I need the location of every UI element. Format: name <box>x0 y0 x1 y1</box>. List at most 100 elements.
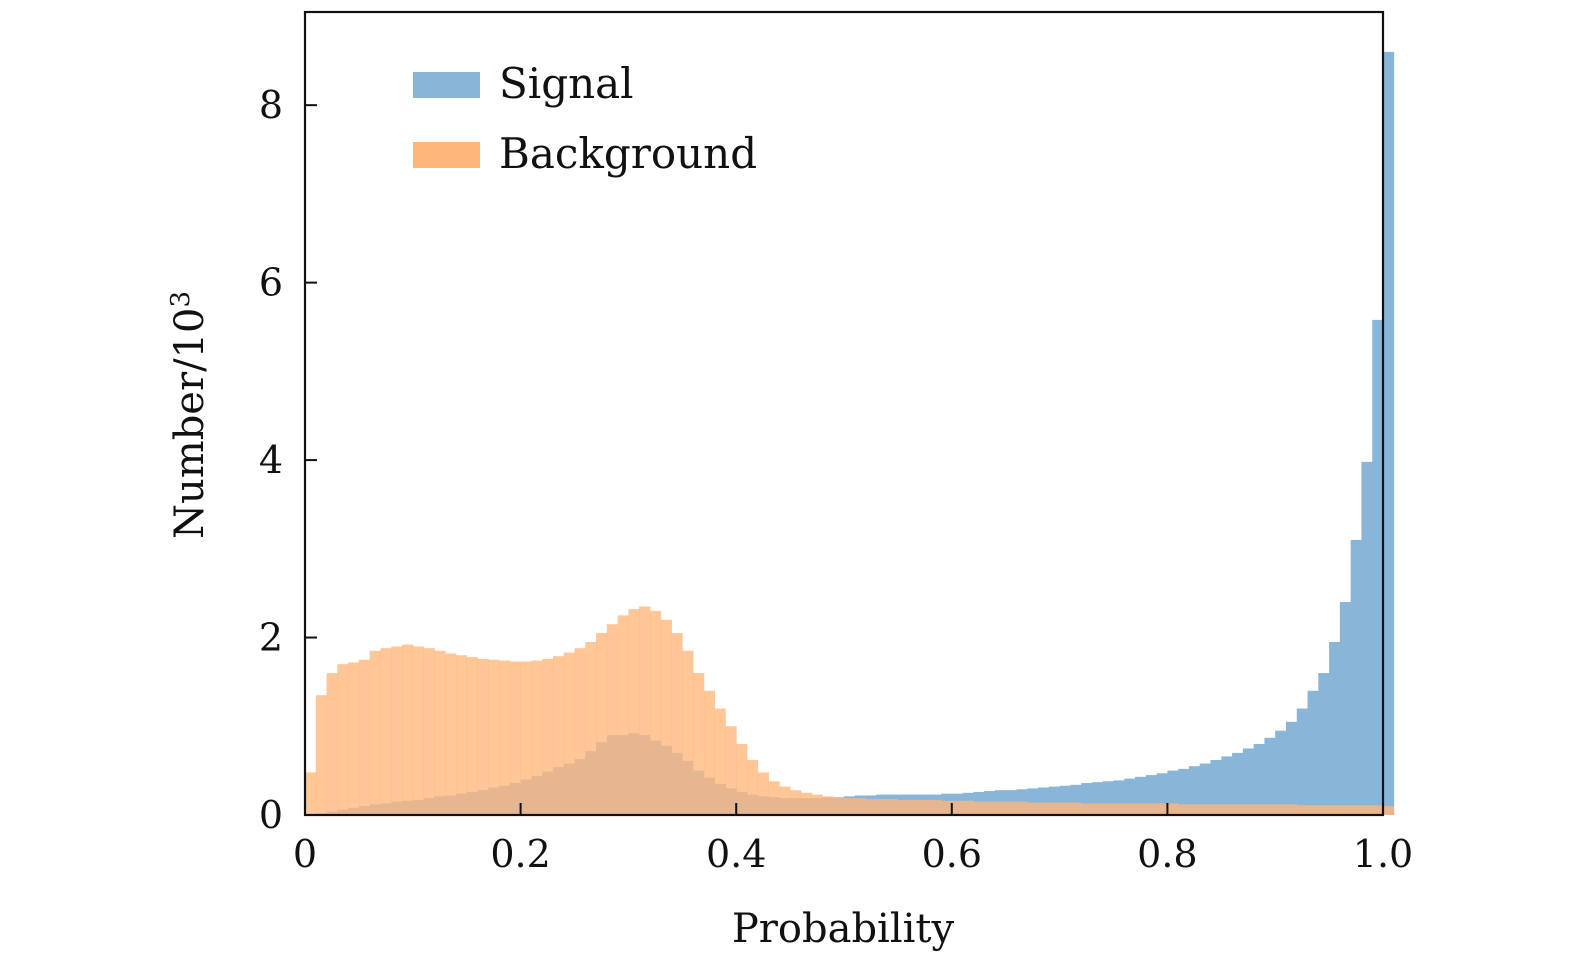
bar-signal-92 <box>1296 708 1308 815</box>
bar-background-91 <box>1285 804 1298 815</box>
bar-background-46 <box>800 792 813 815</box>
bar-background-30 <box>628 609 640 815</box>
x-axis-label: Probability <box>732 906 955 952</box>
x-tick-label-0: 0 <box>293 832 317 876</box>
bar-background-1 <box>315 695 327 815</box>
bar-background-78 <box>1145 803 1158 815</box>
bar-background-90 <box>1275 804 1287 815</box>
plot-frame <box>303 10 1385 817</box>
legend-label-signal: Signal <box>499 59 634 108</box>
bar-background-19 <box>509 661 521 815</box>
bar-signal-94 <box>1318 673 1330 815</box>
bar-signal-85 <box>1221 756 1233 815</box>
bar-background-24 <box>563 652 575 815</box>
bar-signal-74 <box>1102 781 1114 815</box>
bar-background-98 <box>1361 805 1373 815</box>
bar-background-42 <box>757 772 769 815</box>
bar-background-9 <box>402 644 414 815</box>
bar-background-76 <box>1124 803 1136 815</box>
bar-signal-71 <box>1070 784 1082 815</box>
legend-swatch-background <box>413 142 480 168</box>
bar-background-38 <box>714 708 726 815</box>
bar-background-55 <box>897 799 910 815</box>
bar-background-53 <box>876 799 888 815</box>
y-tick-label-2: 4 <box>259 438 283 482</box>
y-axis-label-base: Number/10 <box>167 308 213 539</box>
bar-background-31 <box>639 606 651 815</box>
bar-background-88 <box>1253 804 1265 815</box>
bar-background-17 <box>488 659 500 815</box>
bar-background-82 <box>1188 804 1201 815</box>
bar-background-50 <box>844 798 856 815</box>
bar-signal-100 <box>1383 51 1395 816</box>
bar-signal-89 <box>1264 737 1276 815</box>
bar-background-69 <box>1048 802 1060 815</box>
y-tick-label-0: 0 <box>259 793 283 837</box>
bar-background-26 <box>585 641 597 815</box>
bar-signal-73 <box>1091 782 1104 815</box>
bar-background-27 <box>596 633 608 815</box>
bar-background-25 <box>574 648 586 815</box>
bar-background-49 <box>833 797 845 815</box>
bar-background-36 <box>693 673 705 815</box>
bar-background-0 <box>305 772 317 815</box>
bar-background-29 <box>617 615 629 815</box>
bar-background-59 <box>941 800 953 815</box>
bar-signal-97 <box>1350 539 1362 815</box>
bar-background-58 <box>930 799 942 815</box>
bar-background-64 <box>994 801 1007 815</box>
x-tick-label-1: 0.2 <box>490 832 550 876</box>
bar-background-93 <box>1307 805 1319 815</box>
y-tick-label-1: 2 <box>259 616 283 660</box>
legend-label-background: Background <box>499 129 757 178</box>
bar-signal-68 <box>1038 787 1050 815</box>
bar-signal-81 <box>1178 768 1190 815</box>
bar-background-48 <box>822 796 834 815</box>
bar-background-97 <box>1350 805 1362 815</box>
legend-swatch-signal <box>413 72 480 98</box>
bar-background-87 <box>1242 804 1255 815</box>
bar-background-13 <box>445 653 457 815</box>
bar-signal-90 <box>1275 730 1287 815</box>
bar-background-45 <box>790 790 802 815</box>
bar-signal-79 <box>1156 773 1168 815</box>
bar-signal-86 <box>1232 752 1244 815</box>
bar-background-99 <box>1372 805 1384 815</box>
x-tick-label-4: 0.8 <box>1137 832 1197 876</box>
bar-background-41 <box>746 759 759 815</box>
bar-background-56 <box>908 799 920 815</box>
bar-background-86 <box>1232 804 1244 815</box>
bar-background-75 <box>1113 803 1125 815</box>
bar-background-16 <box>477 658 489 815</box>
bar-background-84 <box>1210 804 1222 815</box>
bar-background-66 <box>1016 801 1028 815</box>
bar-background-8 <box>391 646 403 815</box>
y-axis-label: Number/103 <box>166 291 213 539</box>
y-tick-label-3: 6 <box>259 261 283 305</box>
bar-background-4 <box>348 662 360 815</box>
bar-background-94 <box>1318 805 1330 815</box>
bar-background-33 <box>660 619 672 815</box>
bar-background-12 <box>434 650 446 815</box>
ticks-layer: 0 0.2 0.4 0.6 0.8 1.0 0 2 4 6 8 <box>259 83 1413 876</box>
bar-signal-67 <box>1027 788 1039 815</box>
bar-signal-98 <box>1361 461 1373 815</box>
y-axis-label-superscript: 3 <box>166 291 196 308</box>
bar-background-35 <box>682 650 694 815</box>
bars-layer <box>305 51 1395 816</box>
bar-signal-88 <box>1253 744 1265 815</box>
bar-signal-69 <box>1048 786 1060 815</box>
bar-background-3 <box>337 664 349 815</box>
bar-background-100 <box>1383 806 1395 815</box>
x-tick-label-5: 1.0 <box>1353 832 1413 876</box>
bar-background-44 <box>779 786 791 815</box>
bar-background-32 <box>649 610 662 815</box>
bar-background-63 <box>984 801 996 815</box>
bar-background-39 <box>725 726 737 815</box>
bar-background-47 <box>811 794 823 815</box>
bar-background-6 <box>369 650 381 815</box>
bar-background-2 <box>326 673 338 815</box>
bar-background-77 <box>1135 803 1147 815</box>
